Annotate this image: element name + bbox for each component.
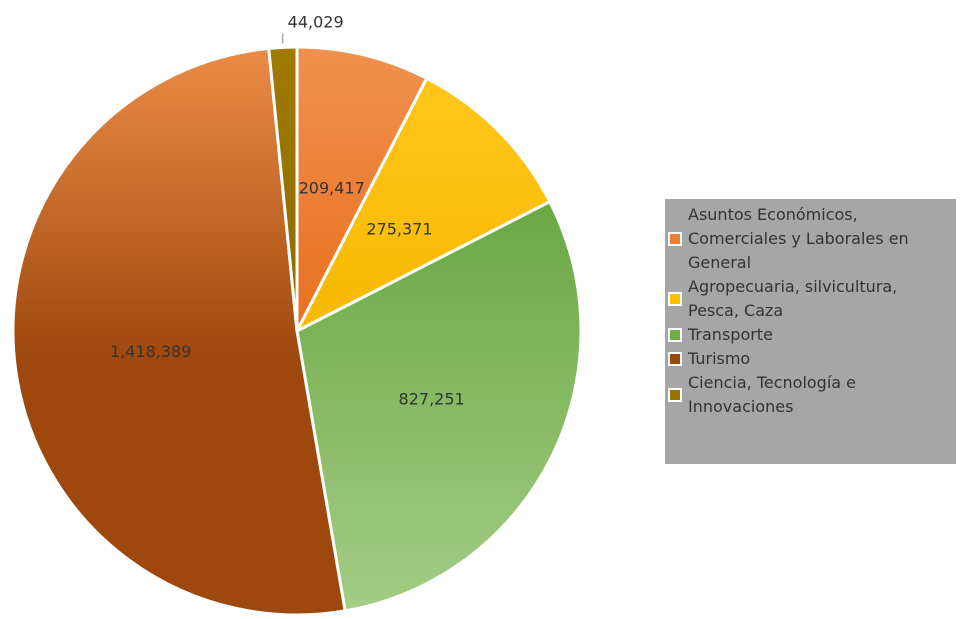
legend-swatch bbox=[668, 328, 682, 342]
data-label-transporte: 827,251 bbox=[399, 389, 465, 408]
legend-label: Turismo bbox=[688, 349, 751, 368]
data-label-ciencia-tecnologia-e-innovaciones: 44,029 bbox=[288, 12, 344, 31]
legend-label: Ciencia, Tecnología e Innovaciones bbox=[688, 373, 857, 416]
legend-label: Transporte bbox=[688, 325, 773, 344]
pie-slice-turismo bbox=[11, 46, 347, 617]
legend-swatch bbox=[668, 352, 682, 366]
pie-data-labels: 209,417 275,371 827,251 1,418,389 44,029 bbox=[110, 12, 465, 408]
legend-item-turismo: Turismo bbox=[665, 347, 952, 371]
data-label-agropecuaria-silvicultura-pesca-caza: 275,371 bbox=[366, 220, 432, 239]
pie-slice-ciencia-tecnologia-e-innovaciones bbox=[267, 45, 299, 333]
legend-label: Agropecuaria, silvicultura, Pesca, Caza bbox=[688, 277, 898, 320]
legend-item-agropecuaria-silvicultura-pesca-caza: Agropecuaria, silvicultura, Pesca, Caza bbox=[665, 275, 952, 323]
legend-swatch bbox=[668, 292, 682, 306]
pie-slice-asuntos-economicos-comerciales-y-laborales-en-general bbox=[295, 45, 429, 333]
data-label-asuntos-economicos-comerciales-y-laborales-en-general: 209,417 bbox=[299, 178, 365, 197]
pie-slices bbox=[11, 45, 583, 617]
legend-item-transporte: Transporte bbox=[665, 323, 952, 347]
chart-legend: Asuntos Económicos, Comerciales y Labora… bbox=[665, 199, 956, 464]
legend-swatch bbox=[668, 232, 682, 246]
legend-item-ciencia-tecnologia-e-innovaciones: Ciencia, Tecnología e Innovaciones bbox=[665, 371, 952, 419]
pie-slice-agropecuaria-silvicultura-pesca-caza bbox=[295, 76, 552, 333]
pie-slice-transporte bbox=[295, 200, 583, 613]
data-label-turismo: 1,418,389 bbox=[110, 342, 191, 361]
legend-swatch bbox=[668, 388, 682, 402]
legend-label: Asuntos Económicos, Comerciales y Labora… bbox=[688, 205, 909, 272]
legend-item-asuntos-economicos-comerciales-y-laborales-en-general: Asuntos Económicos, Comerciales y Labora… bbox=[665, 203, 952, 275]
